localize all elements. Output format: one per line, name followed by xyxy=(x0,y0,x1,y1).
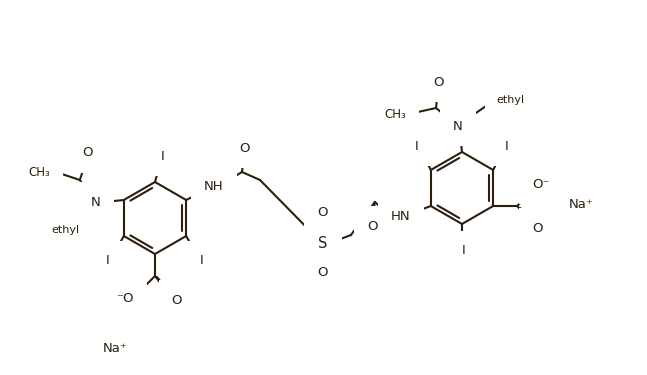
Text: O: O xyxy=(395,108,406,120)
Text: I: I xyxy=(161,150,165,162)
Text: O: O xyxy=(318,207,328,219)
Text: I: I xyxy=(504,140,508,153)
Text: O: O xyxy=(239,141,249,154)
Text: O: O xyxy=(39,165,50,178)
Text: ethyl: ethyl xyxy=(52,225,80,235)
Text: O: O xyxy=(433,75,443,88)
Text: S: S xyxy=(318,236,327,250)
Text: O⁻: O⁻ xyxy=(532,177,550,190)
Text: O: O xyxy=(171,294,182,306)
Text: CH₃: CH₃ xyxy=(384,108,406,120)
Text: Na⁺: Na⁺ xyxy=(103,342,127,354)
Text: N: N xyxy=(453,120,463,132)
Text: O: O xyxy=(532,222,542,234)
Text: O: O xyxy=(367,219,378,232)
Text: ethyl: ethyl xyxy=(496,95,524,105)
Text: HN: HN xyxy=(391,210,411,222)
Text: I: I xyxy=(199,255,203,267)
Text: I: I xyxy=(462,244,466,258)
Text: I: I xyxy=(415,140,419,153)
Text: N: N xyxy=(91,195,101,208)
Text: ⁻O: ⁻O xyxy=(116,291,134,304)
Text: O: O xyxy=(83,147,93,159)
Text: I: I xyxy=(106,255,110,267)
Text: NH: NH xyxy=(204,180,224,192)
Text: CH₃: CH₃ xyxy=(28,165,50,178)
Text: O: O xyxy=(318,267,328,279)
Text: Na⁺: Na⁺ xyxy=(569,198,593,210)
